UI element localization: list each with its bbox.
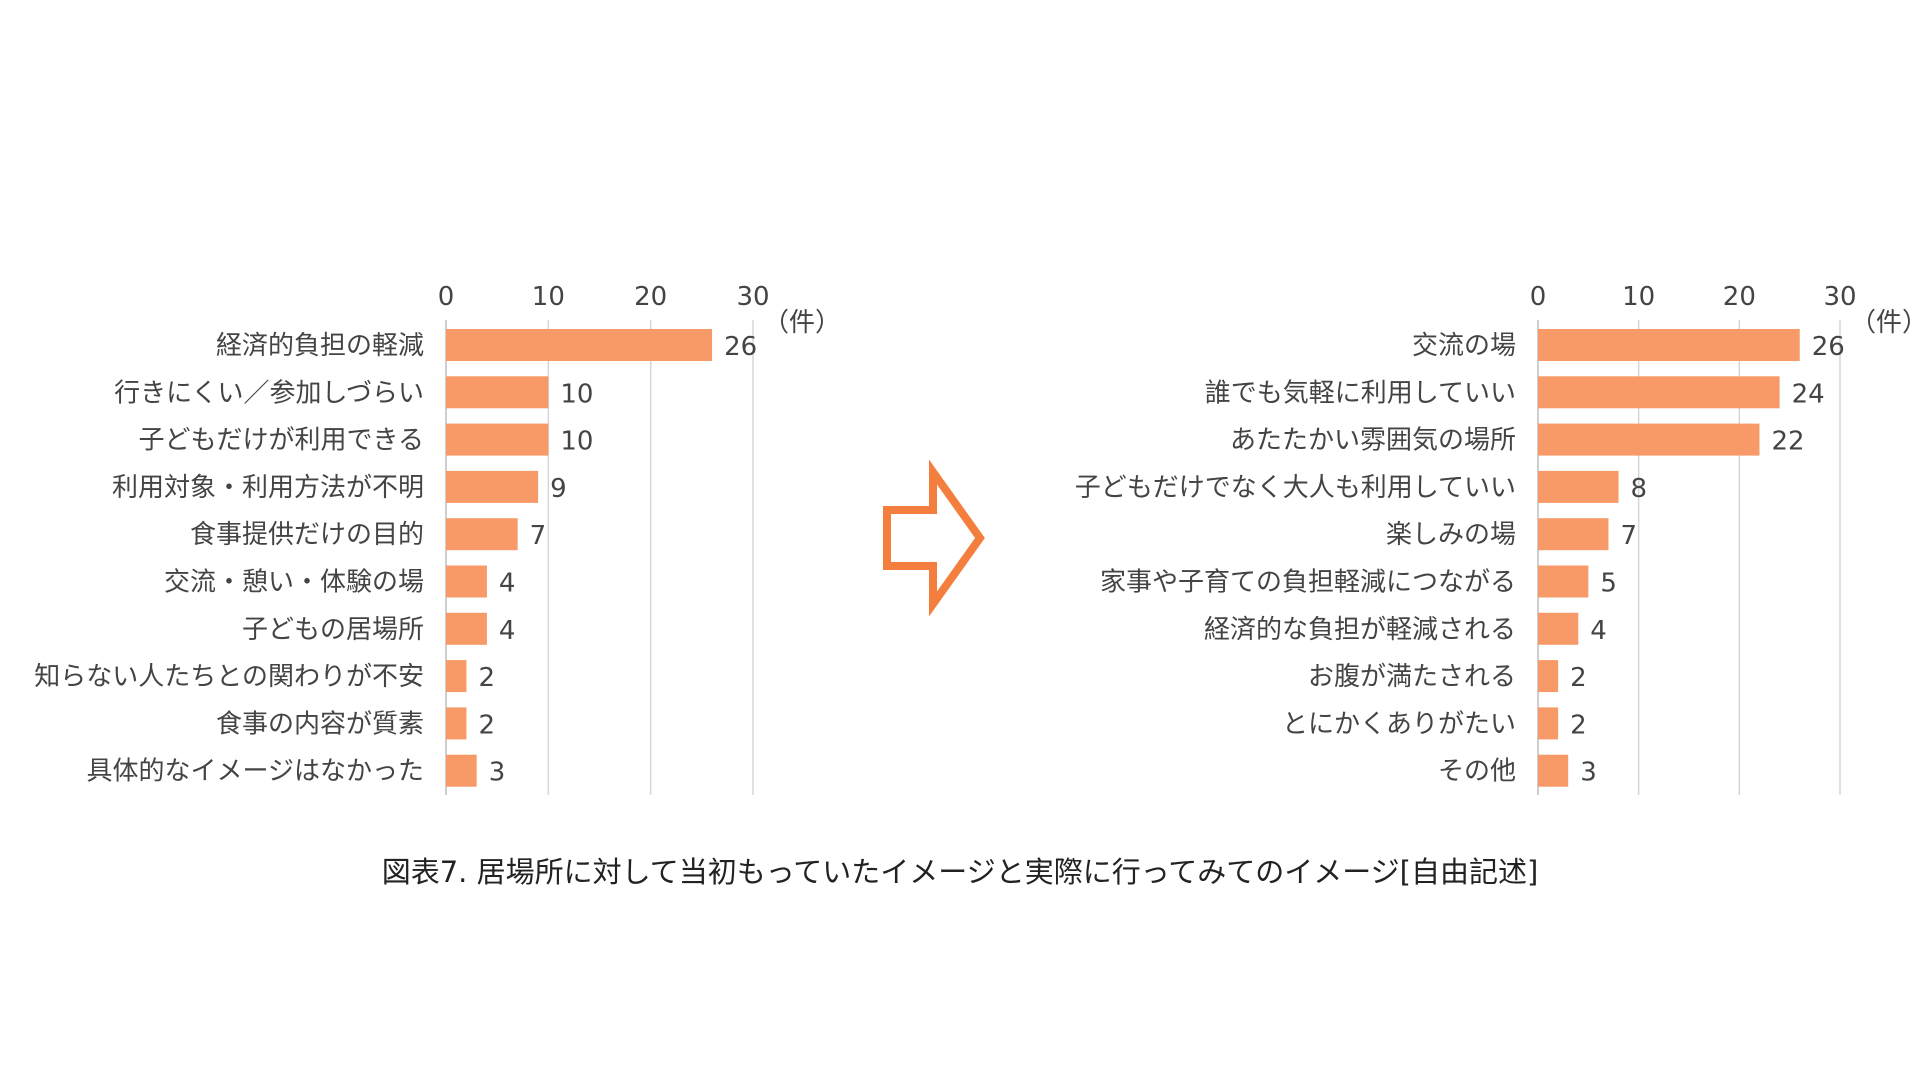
left-bar bbox=[446, 660, 467, 693]
left-tick-label: 0 bbox=[438, 282, 455, 312]
right-bar bbox=[1538, 612, 1579, 645]
figure-caption: 図表7. 居場所に対して当初もっていたイメージと実際に行ってみてのイメージ[自由… bbox=[382, 855, 1539, 889]
left-category-label: 食事の内容が質素 bbox=[216, 709, 424, 739]
left-bar bbox=[446, 565, 487, 598]
left-bar bbox=[446, 376, 549, 409]
right-tick-label: 30 bbox=[1823, 282, 1856, 312]
left-value-label: 4 bbox=[499, 569, 516, 599]
right-category-label: 家事や子育ての負担軽減につながる bbox=[1100, 568, 1516, 598]
left-bar bbox=[446, 612, 487, 645]
left-value-label: 2 bbox=[478, 710, 495, 740]
right-arrow-icon bbox=[883, 459, 985, 617]
right-category-label: とにかくありがたい bbox=[1282, 709, 1516, 739]
left-bar bbox=[446, 518, 518, 551]
right-category-label: お腹が満たされる bbox=[1308, 662, 1516, 692]
right-bar bbox=[1538, 707, 1559, 740]
left-category-label: 子どもだけが利用できる bbox=[139, 426, 424, 456]
right-bar bbox=[1538, 376, 1780, 409]
right-bar-chart: 0102030（件）交流の場26誰でも気軽に利用していい24あたたかい雰囲気の場… bbox=[1075, 282, 1920, 795]
left-value-label: 26 bbox=[724, 332, 757, 362]
left-value-label: 10 bbox=[560, 427, 593, 457]
right-tick-label: 0 bbox=[1530, 282, 1547, 312]
left-value-label: 10 bbox=[560, 379, 593, 409]
left-bar-chart: 0 10 20 30（件） 経済的負担の軽減 26 行きにくい／参加しづらい 10 子どもだけが… bbox=[34, 282, 841, 795]
left-tick-label: 30 bbox=[736, 282, 769, 312]
right-unit-label: （件） bbox=[1850, 308, 1920, 338]
left-value-label: 4 bbox=[499, 616, 516, 646]
right-bar bbox=[1538, 660, 1559, 693]
right-tick-label: 20 bbox=[1723, 282, 1756, 312]
left-bar bbox=[446, 329, 713, 361]
right-value-label: 2 bbox=[1570, 710, 1587, 740]
right-value-label: 8 bbox=[1631, 474, 1648, 504]
right-value-label: 22 bbox=[1771, 427, 1804, 457]
right-bar bbox=[1538, 470, 1619, 503]
left-bar bbox=[446, 423, 549, 456]
left-tick-label: 10 bbox=[532, 282, 565, 312]
left-bar bbox=[446, 470, 539, 503]
right-category-label: 誰でも気軽に利用していい bbox=[1205, 378, 1516, 408]
left-unit-label: （件） bbox=[763, 308, 841, 338]
left-tick-label: 20 bbox=[634, 282, 667, 312]
right-category-label: 経済的な負担が軽減される bbox=[1204, 615, 1516, 645]
right-tick-label: 10 bbox=[1622, 282, 1655, 312]
left-value-label: 3 bbox=[489, 758, 506, 788]
right-category-label: あたたかい雰囲気の場所 bbox=[1230, 426, 1516, 456]
left-value-label: 9 bbox=[550, 474, 567, 504]
right-value-label: 2 bbox=[1570, 663, 1587, 693]
right-bar bbox=[1538, 329, 1800, 361]
right-value-label: 4 bbox=[1590, 616, 1607, 646]
left-category-label: 子どもの居場所 bbox=[242, 615, 424, 645]
right-category-label: その他 bbox=[1438, 757, 1516, 787]
left-category-label: 利用対象・利用方法が不明 bbox=[112, 473, 424, 503]
right-value-label: 26 bbox=[1812, 332, 1845, 362]
right-bar bbox=[1538, 754, 1569, 787]
right-value-label: 7 bbox=[1620, 521, 1637, 551]
right-value-label: 5 bbox=[1600, 569, 1617, 599]
right-arrow-icon bbox=[883, 459, 985, 617]
right-value-label: 24 bbox=[1792, 379, 1825, 409]
left-value-label: 7 bbox=[530, 521, 547, 551]
right-value-label: 3 bbox=[1580, 758, 1597, 788]
right-bar bbox=[1538, 423, 1760, 456]
left-category-label: 具体的なイメージはなかった bbox=[87, 757, 424, 787]
left-category-label: 食事提供だけの目的 bbox=[190, 520, 424, 550]
left-category-label: 行きにくい／参加しづらい bbox=[114, 378, 424, 408]
left-bar bbox=[446, 754, 477, 787]
left-category-label: 交流・憩い・体験の場 bbox=[164, 568, 424, 598]
left-value-label: 2 bbox=[478, 663, 495, 693]
left-category-label: 知らない人たちとの関わりが不安 bbox=[34, 662, 424, 692]
right-category-label: 楽しみの場 bbox=[1386, 520, 1516, 550]
right-bar bbox=[1538, 518, 1609, 551]
right-category-label: 交流の場 bbox=[1412, 331, 1516, 361]
left-bar bbox=[446, 707, 467, 740]
left-category-label: 経済的負担の軽減 bbox=[216, 331, 424, 361]
right-bar bbox=[1538, 565, 1589, 598]
right-category-label: 子どもだけでなく大人も利用していい bbox=[1075, 473, 1516, 503]
